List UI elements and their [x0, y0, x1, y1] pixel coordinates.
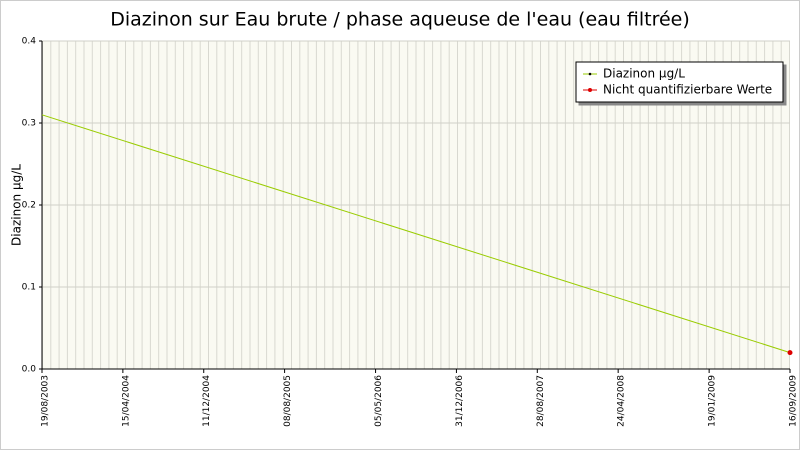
y-tick-label: 0.4 — [22, 37, 37, 47]
x-tick-label: 31/12/2006 — [455, 375, 465, 427]
chart-title: Diazinon sur Eau brute / phase aqueuse d… — [110, 9, 690, 31]
y-tick-label: 0.3 — [22, 119, 36, 129]
y-tick-label: 0.1 — [22, 283, 36, 293]
x-tick-label: 16/09/2009 — [789, 375, 799, 427]
y-tick-label: 0.2 — [22, 201, 36, 211]
x-tick-label: 24/04/2008 — [617, 375, 627, 427]
legend-marker — [588, 72, 592, 76]
y-axis-label: Diazinon µg/L — [10, 164, 24, 246]
x-tick-label: 15/04/2004 — [121, 375, 131, 427]
y-tick-label: 0.0 — [22, 365, 37, 375]
x-tick-label: 08/08/2005 — [283, 375, 293, 427]
x-tick-label: 28/08/2007 — [536, 375, 546, 427]
legend-label: Diazinon µg/L — [603, 67, 685, 81]
x-tick-label: 19/08/2003 — [41, 375, 51, 427]
legend-label: Nicht quantifizierbare Werte — [603, 83, 772, 97]
plot: 0.0 0.1 0.2 0.3 0.4 19/08/2003 15/04/2004 11/12… — [22, 37, 799, 427]
point — [787, 350, 793, 356]
x-tick-label: 19/01/2009 — [708, 375, 718, 427]
x-tick-label: 05/05/2006 — [374, 375, 384, 427]
x-tick-label: 11/12/2004 — [202, 375, 212, 427]
legend: Diazinon µg/L Nicht quantifizierbare Wert… — [575, 61, 784, 103]
legend-box — [575, 61, 784, 103]
legend-marker — [588, 88, 592, 92]
series-line — [41, 114, 791, 354]
